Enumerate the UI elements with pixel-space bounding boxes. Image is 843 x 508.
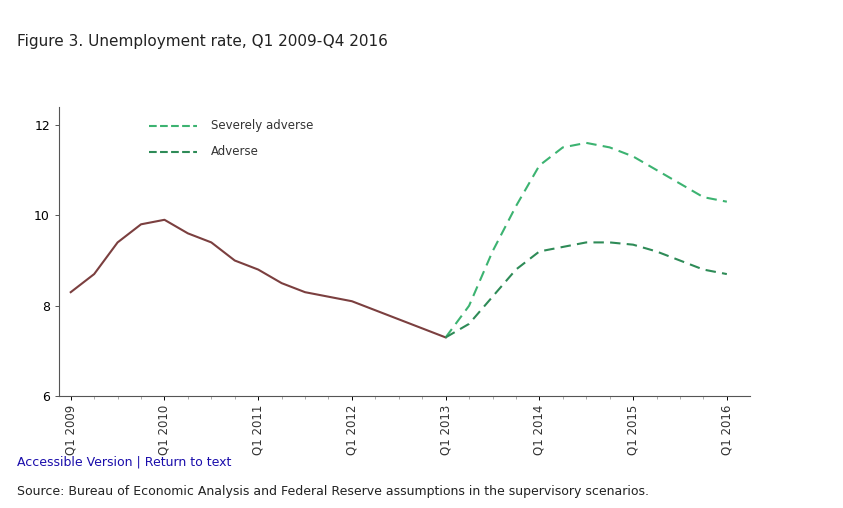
- Text: Accessible Version | Return to text: Accessible Version | Return to text: [17, 455, 231, 468]
- Text: Adverse: Adverse: [211, 145, 259, 158]
- Text: Figure 3. Unemployment rate, Q1 2009-Q4 2016: Figure 3. Unemployment rate, Q1 2009-Q4 …: [17, 34, 388, 49]
- Text: Source: Bureau of Economic Analysis and Federal Reserve assumptions in the super: Source: Bureau of Economic Analysis and …: [17, 485, 649, 498]
- Text: Severely adverse: Severely adverse: [211, 119, 314, 132]
